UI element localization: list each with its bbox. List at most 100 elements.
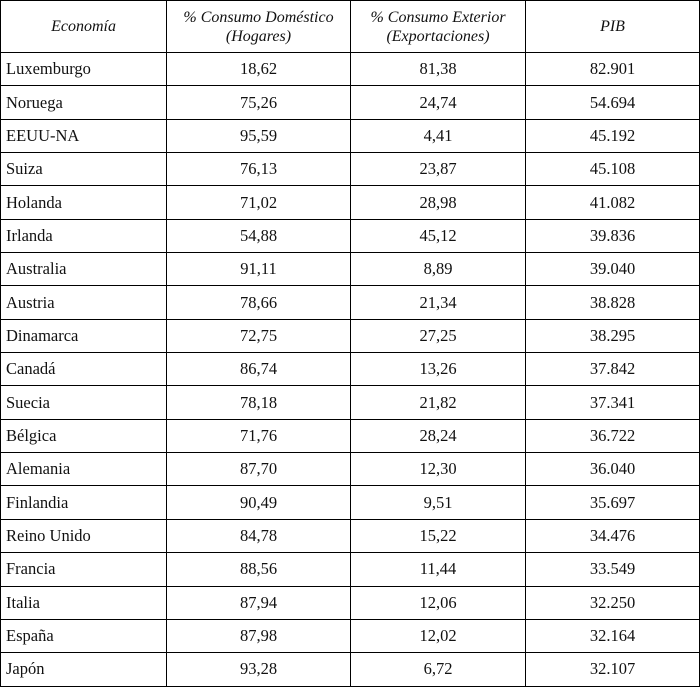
cell-consumo-exterior: 12,30 [350, 452, 526, 487]
header-consumo-exterior: % Consumo Exterior (Exportaciones) [350, 0, 526, 53]
table-row: Holanda 71,02 28,98 41.082 [0, 185, 700, 220]
cell-consumo-domestico: 71,02 [166, 185, 351, 220]
table-row: Australia 91,11 8,89 39.040 [0, 252, 700, 287]
header-consumo-domestico: % Consumo Doméstico (Hogares) [166, 0, 351, 53]
table-row: Luxemburgo 18,62 81,38 82.901 [0, 51, 700, 87]
cell-consumo-exterior: 6,72 [350, 652, 526, 687]
cell-consumo-domestico: 78,18 [166, 385, 351, 420]
cell-economia: España [0, 618, 167, 654]
table-row: Francia 88,56 11,44 33.549 [0, 552, 700, 587]
cell-economia: Alemania [0, 452, 167, 487]
table-row: Reino Unido 84,78 15,22 34.476 [0, 518, 700, 554]
table-row: Finlandia 90,49 9,51 35.697 [0, 485, 700, 520]
cell-consumo-exterior: 11,44 [350, 552, 526, 587]
cell-consumo-domestico: 54,88 [166, 218, 351, 254]
cell-consumo-domestico: 86,74 [166, 352, 351, 387]
cell-economia: Dinamarca [0, 318, 167, 354]
cell-pib: 38.295 [525, 318, 700, 354]
cell-economia: Holanda [0, 185, 167, 220]
cell-consumo-exterior: 9,51 [350, 485, 526, 520]
cell-pib: 54.694 [525, 85, 700, 120]
cell-consumo-exterior: 28,98 [350, 185, 526, 220]
cell-consumo-exterior: 27,25 [350, 318, 526, 354]
cell-consumo-exterior: 21,82 [350, 385, 526, 420]
cell-pib: 38.828 [525, 285, 700, 320]
table-header-row: Economía % Consumo Doméstico (Hogares) %… [0, 0, 700, 53]
cell-economia: Canadá [0, 352, 167, 387]
header-pib-label: PIB [600, 18, 625, 35]
cell-consumo-exterior: 23,87 [350, 152, 526, 187]
cell-consumo-domestico: 18,62 [166, 51, 351, 87]
cell-pib: 32.250 [525, 585, 700, 620]
cell-pib: 36.722 [525, 418, 700, 454]
table-row: Bélgica 71,76 28,24 36.722 [0, 418, 700, 454]
cell-consumo-exterior: 12,02 [350, 618, 526, 654]
header-economia-label: Economía [51, 18, 116, 35]
header-pib: PIB [525, 0, 700, 53]
cell-consumo-exterior: 28,24 [350, 418, 526, 454]
cell-pib: 39.836 [525, 218, 700, 254]
header-consumo-domestico-line1: % Consumo Doméstico [183, 8, 334, 26]
cell-consumo-domestico: 72,75 [166, 318, 351, 354]
table-row: Austria 78,66 21,34 38.828 [0, 285, 700, 320]
cell-economia: Noruega [0, 85, 167, 120]
cell-pib: 32.107 [525, 652, 700, 687]
cell-pib: 37.341 [525, 385, 700, 420]
cell-pib: 82.901 [525, 51, 700, 87]
cell-consumo-domestico: 91,11 [166, 252, 351, 287]
header-economia: Economía [0, 0, 167, 53]
cell-economia: EEUU-NA [0, 118, 167, 154]
cell-economia: Bélgica [0, 418, 167, 454]
cell-consumo-domestico: 93,28 [166, 652, 351, 687]
cell-consumo-domestico: 87,94 [166, 585, 351, 620]
table-row: Alemania 87,70 12,30 36.040 [0, 452, 700, 487]
cell-pib: 36.040 [525, 452, 700, 487]
cell-consumo-exterior: 8,89 [350, 252, 526, 287]
header-consumo-exterior-line1: % Consumo Exterior [370, 8, 506, 26]
cell-consumo-exterior: 81,38 [350, 51, 526, 87]
cell-consumo-domestico: 87,70 [166, 452, 351, 487]
table-row: Irlanda 54,88 45,12 39.836 [0, 218, 700, 254]
cell-consumo-domestico: 95,59 [166, 118, 351, 154]
cell-consumo-exterior: 13,26 [350, 352, 526, 387]
cell-economia: Luxemburgo [0, 51, 167, 87]
cell-consumo-exterior: 4,41 [350, 118, 526, 154]
table-row: Canadá 86,74 13,26 37.842 [0, 352, 700, 387]
cell-pib: 41.082 [525, 185, 700, 220]
cell-economia: Italia [0, 585, 167, 620]
cell-consumo-domestico: 88,56 [166, 552, 351, 587]
cell-consumo-domestico: 84,78 [166, 518, 351, 554]
cell-consumo-domestico: 87,98 [166, 618, 351, 654]
cell-pib: 45.108 [525, 152, 700, 187]
cell-consumo-exterior: 21,34 [350, 285, 526, 320]
cell-economia: Japón [0, 652, 167, 687]
cell-pib: 37.842 [525, 352, 700, 387]
header-consumo-exterior-line2: (Exportaciones) [386, 27, 490, 45]
table-row: Dinamarca 72,75 27,25 38.295 [0, 318, 700, 354]
table-row: Italia 87,94 12,06 32.250 [0, 585, 700, 620]
cell-economia: Finlandia [0, 485, 167, 520]
cell-pib: 35.697 [525, 485, 700, 520]
table-row: España 87,98 12,02 32.164 [0, 618, 700, 654]
cell-pib: 33.549 [525, 552, 700, 587]
table-row: Suecia 78,18 21,82 37.341 [0, 385, 700, 420]
cell-economia: Francia [0, 552, 167, 587]
cell-consumo-domestico: 90,49 [166, 485, 351, 520]
cell-consumo-domestico: 71,76 [166, 418, 351, 454]
cell-economia: Suiza [0, 152, 167, 187]
table-row: EEUU-NA 95,59 4,41 45.192 [0, 118, 700, 154]
cell-consumo-exterior: 24,74 [350, 85, 526, 120]
cell-economia: Australia [0, 252, 167, 287]
cell-pib: 34.476 [525, 518, 700, 554]
cell-pib: 39.040 [525, 252, 700, 287]
table-row: Suiza 76,13 23,87 45.108 [0, 152, 700, 187]
cell-consumo-domestico: 76,13 [166, 152, 351, 187]
table-row: Japón 93,28 6,72 32.107 [0, 652, 700, 687]
cell-economia: Reino Unido [0, 518, 167, 554]
cell-pib: 45.192 [525, 118, 700, 154]
cell-economia: Irlanda [0, 218, 167, 254]
table-body: Luxemburgo 18,62 81,38 82.901 Noruega 75,26 24… [0, 51, 700, 687]
cell-economia: Suecia [0, 385, 167, 420]
cell-economia: Austria [0, 285, 167, 320]
